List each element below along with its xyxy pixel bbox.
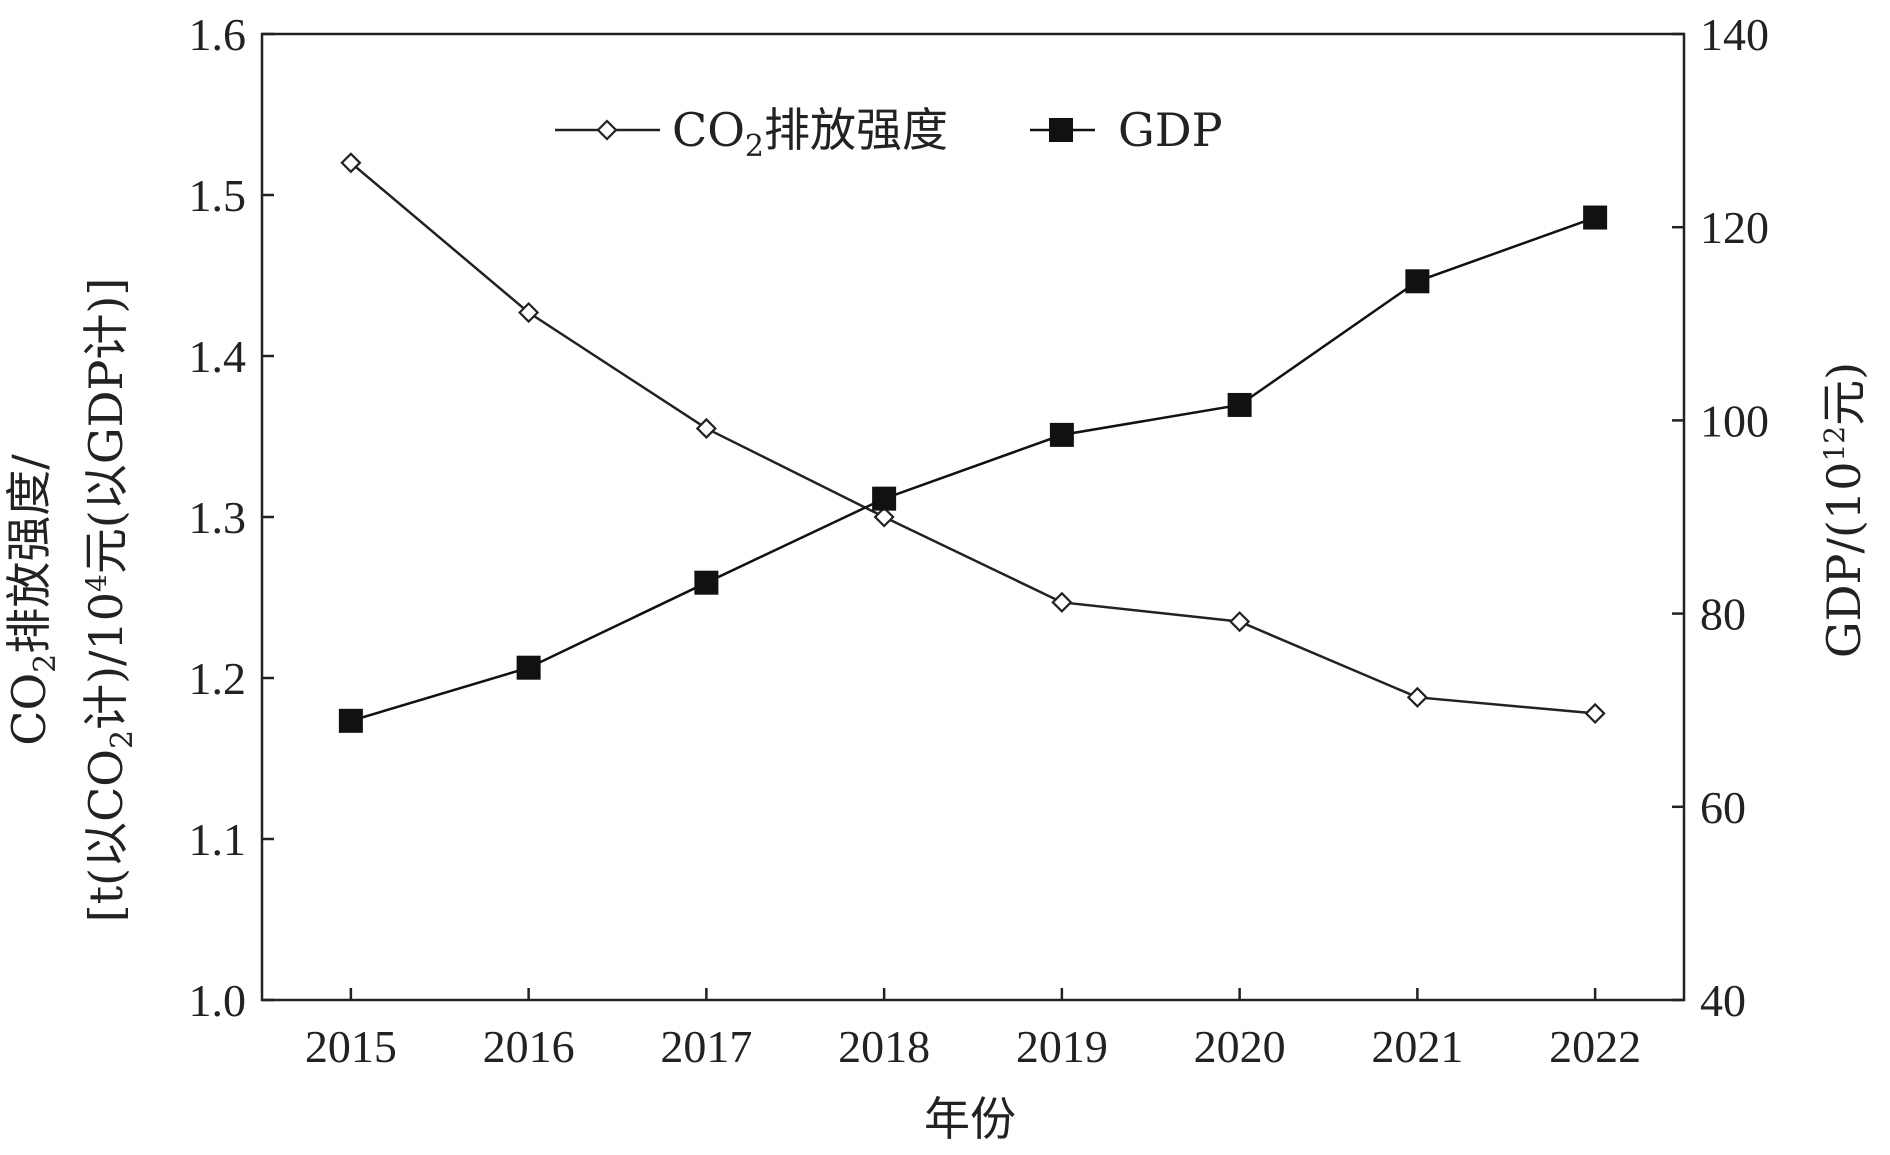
right-axis-title-a: GDP/(10 bbox=[1817, 462, 1871, 659]
legend-label-co2: CO2排放强度 bbox=[672, 103, 948, 164]
plot-frame bbox=[260, 32, 1686, 1002]
x-tick-label: 2015 bbox=[305, 1021, 397, 1072]
right-tick-label: 60 bbox=[1700, 782, 1746, 833]
left-tick-label: 1.3 bbox=[189, 492, 247, 543]
co2-intensity-point bbox=[1051, 591, 1073, 613]
gdp-point bbox=[1227, 392, 1252, 417]
left-axis-unit-sup: 4 bbox=[80, 574, 113, 592]
svg-text:GDP/(1012元): GDP/(1012元) bbox=[1817, 362, 1871, 658]
plot-border bbox=[260, 32, 1686, 1002]
svg-text:CO2排放强度/: CO2排放强度/ bbox=[2, 454, 63, 746]
x-tick-label: 2016 bbox=[483, 1021, 575, 1072]
left-tick-label: 1.0 bbox=[189, 975, 247, 1026]
left-axis-unit-sub: 2 bbox=[105, 730, 140, 749]
left-axis-title-line2: [t(以CO2计)/104元(以GDP计)] bbox=[79, 278, 140, 923]
right-tick-label: 100 bbox=[1700, 395, 1769, 446]
right-axis-title-sup: 12 bbox=[1818, 426, 1851, 462]
left-tick-label: 1.6 bbox=[189, 9, 247, 60]
left-axis-unit-b: 计)/10 bbox=[79, 592, 133, 730]
left-axis: 1.0 1.1 1.2 1.3 1.4 1.5 1.6 bbox=[189, 9, 274, 1026]
left-axis-title: CO2排放强度/ bbox=[2, 454, 63, 746]
x-tick-label: 2019 bbox=[1016, 1021, 1108, 1072]
gdp-point bbox=[338, 708, 363, 733]
left-tick-label: 1.5 bbox=[189, 170, 247, 221]
x-tick-label: 2022 bbox=[1549, 1021, 1641, 1072]
legend-label-co2-rest: 排放强度 bbox=[764, 103, 948, 157]
gdp-point bbox=[694, 570, 719, 595]
co2-intensity-line bbox=[350, 161, 1596, 715]
legend-marker-gdp bbox=[1049, 118, 1073, 142]
gdp-point bbox=[1405, 269, 1430, 294]
x-tick-label: 2021 bbox=[1371, 1021, 1463, 1072]
gdp-point bbox=[516, 655, 541, 680]
x-tick-label: 2017 bbox=[660, 1021, 752, 1072]
right-axis: 40 60 80 100 120 140 bbox=[1672, 9, 1769, 1026]
left-axis-title-sub: 2 bbox=[28, 654, 63, 673]
left-tick-label: 1.4 bbox=[189, 331, 247, 382]
right-tick-label: 80 bbox=[1700, 589, 1746, 640]
x-tick-label: 2018 bbox=[838, 1021, 930, 1072]
legend-label-co2-sub: 2 bbox=[745, 129, 764, 164]
co2-intensity-point bbox=[518, 301, 540, 324]
x-axis: 2015 2016 2017 2018 2019 2020 2021 2022 bbox=[305, 988, 1641, 1072]
svg-text:[t(以CO2计)/104元(以GDP计)]: [t(以CO2计)/104元(以GDP计)] bbox=[79, 278, 140, 923]
left-axis-unit-c: 元(以GDP计)] bbox=[79, 278, 133, 574]
legend-label-gdp: GDP bbox=[1118, 103, 1223, 157]
left-axis-unit-a: [t(以CO bbox=[79, 749, 133, 922]
co2-intensity-point bbox=[340, 152, 362, 174]
co2-intensity-point bbox=[1406, 686, 1428, 708]
left-axis-title-co: CO bbox=[2, 673, 56, 746]
co2-intensity-point bbox=[873, 506, 895, 528]
right-tick-label: 140 bbox=[1700, 9, 1769, 60]
series-lines bbox=[338, 152, 1608, 733]
left-tick-label: 1.1 bbox=[189, 814, 247, 865]
gdp-point bbox=[1049, 422, 1074, 447]
gdp-point bbox=[872, 486, 897, 511]
left-tick-label: 1.2 bbox=[189, 653, 247, 704]
co2-intensity-point bbox=[1584, 702, 1606, 724]
right-tick-label: 120 bbox=[1700, 202, 1769, 253]
co2-intensity-point bbox=[1229, 611, 1251, 633]
right-tick-label: 40 bbox=[1700, 975, 1746, 1026]
co2-intensity-point bbox=[695, 417, 717, 440]
x-tick-label: 2020 bbox=[1194, 1021, 1286, 1072]
right-axis-title: GDP/(1012元) bbox=[1817, 362, 1871, 658]
gdp-point bbox=[1583, 205, 1608, 230]
legend-marker-co2 bbox=[596, 119, 618, 141]
left-axis-title-rest: 排放强度/ bbox=[2, 454, 56, 654]
legend: CO2排放强度 GDP bbox=[555, 103, 1223, 164]
gdp-line bbox=[350, 216, 1596, 723]
legend-label-co2-main: CO bbox=[672, 103, 745, 157]
x-axis-title: 年份 bbox=[924, 1092, 1016, 1146]
right-axis-title-b: 元) bbox=[1817, 362, 1871, 426]
